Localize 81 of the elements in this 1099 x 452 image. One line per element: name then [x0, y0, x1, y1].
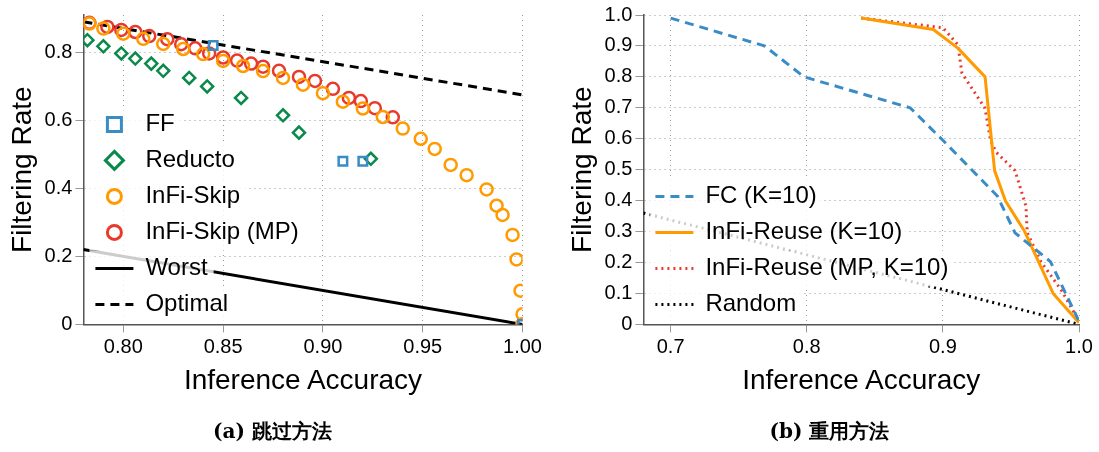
x-tick-label: 0.85	[203, 334, 243, 357]
legend-label: InFi-Reuse (K=10)	[705, 217, 903, 245]
point	[275, 70, 291, 86]
legend-label: InFi-Skip	[145, 181, 241, 209]
x-tick-label: 0.90	[303, 334, 343, 357]
point	[156, 63, 171, 79]
point	[291, 125, 307, 140]
point	[199, 79, 215, 94]
y-axis-title: Filtering Rate	[5, 86, 37, 253]
point	[195, 46, 211, 62]
point	[375, 109, 391, 125]
y-tick-label: 0.5	[604, 157, 633, 180]
text: (a) 跳过方法	[212, 418, 333, 445]
point	[307, 73, 323, 89]
y-axis-title: Filtering Rate	[565, 86, 597, 253]
x-tick-label: 1.00	[503, 334, 543, 357]
point	[355, 101, 371, 116]
legend-label: Random	[705, 289, 797, 317]
legend-label: Reducto	[145, 145, 235, 173]
y-tick-label: 0.8	[44, 39, 73, 62]
y-tick-label: 0.8	[604, 64, 633, 87]
point	[215, 53, 231, 69]
point	[489, 198, 504, 213]
point	[136, 31, 151, 47]
point	[427, 141, 442, 157]
point	[275, 108, 291, 123]
y-tick-label: 0.2	[44, 243, 73, 266]
y-tick-label: 1.0	[604, 2, 633, 25]
legend-label: Worst	[145, 253, 208, 281]
point	[144, 56, 159, 71]
point	[235, 58, 251, 74]
point	[128, 51, 143, 66]
point	[459, 167, 474, 183]
point	[156, 36, 171, 52]
legend-label: Optimal	[145, 289, 229, 317]
point	[315, 85, 331, 101]
point	[159, 31, 175, 47]
point	[96, 21, 111, 36]
x-tick-label: 1.0	[1065, 334, 1093, 357]
x-axis-title: Inference Accuracy	[183, 363, 423, 395]
x-axis-title: Inference Accuracy	[742, 363, 981, 395]
point	[175, 41, 191, 57]
x-tick-label: 0.80	[103, 334, 143, 357]
text: (b) 重用方法	[768, 418, 891, 445]
y-tick-label: 0	[61, 311, 73, 334]
x-tick-label: 0.8	[792, 334, 821, 357]
x-tick-label: 0.9	[928, 334, 957, 357]
point	[181, 70, 197, 86]
y-tick-label: 0	[621, 311, 633, 334]
y-tick-label: 0.4	[604, 188, 633, 211]
point	[295, 77, 311, 92]
point	[116, 26, 131, 41]
point	[96, 39, 111, 54]
point	[395, 121, 411, 136]
y-tick-label: 0.9	[604, 33, 633, 56]
x-tick-label: 0.7	[656, 334, 685, 357]
point	[335, 94, 351, 109]
legend-label: InFi-Skip (MP)	[145, 217, 299, 245]
point	[233, 90, 249, 106]
point	[479, 182, 494, 197]
point	[443, 157, 458, 173]
y-tick-label: 0.6	[604, 126, 633, 149]
point	[337, 155, 349, 167]
legend-label: InFi-Reuse (MP, K=10)	[705, 253, 949, 281]
point	[495, 207, 510, 223]
point	[357, 155, 369, 167]
legend-label: FC (K=10)	[705, 181, 817, 209]
legend-label: FF	[145, 109, 175, 137]
y-tick-label: 0.4	[44, 175, 73, 198]
y-tick-label: 0.1	[604, 280, 633, 303]
point	[114, 46, 129, 61]
point	[255, 63, 271, 79]
point	[505, 227, 520, 243]
x-tick-label: 0.95	[403, 334, 443, 357]
y-tick-label: 0.7	[604, 95, 633, 118]
y-tick-label: 0.3	[604, 219, 633, 242]
y-tick-label: 0.2	[604, 250, 633, 273]
point	[207, 40, 219, 52]
point	[413, 131, 428, 147]
y-tick-label: 0.6	[44, 107, 73, 130]
point	[509, 252, 523, 267]
